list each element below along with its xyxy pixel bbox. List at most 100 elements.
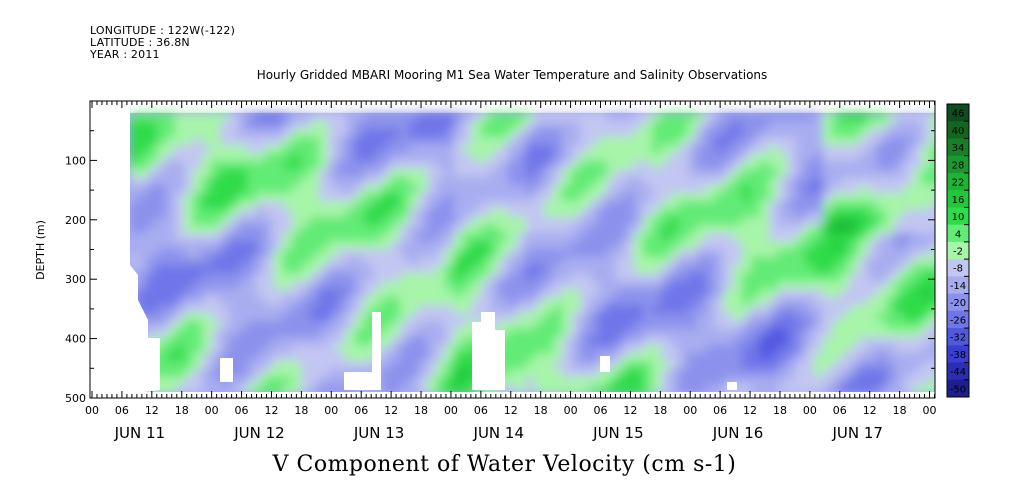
velocity-cell — [301, 152, 311, 162]
velocity-cell — [427, 136, 437, 146]
velocity-cell — [841, 304, 851, 314]
velocity-cell — [391, 280, 401, 290]
velocity-cell — [499, 152, 509, 162]
velocity-cell — [841, 336, 851, 346]
velocity-cell — [724, 288, 734, 298]
velocity-cell — [823, 256, 833, 266]
velocity-cell — [157, 184, 167, 194]
velocity-cell — [463, 320, 473, 330]
velocity-cell — [850, 144, 860, 154]
velocity-cell — [625, 336, 635, 346]
velocity-cell — [202, 240, 212, 250]
velocity-cell — [868, 384, 878, 394]
velocity-cell — [463, 128, 473, 138]
velocity-cell — [796, 360, 806, 370]
velocity-cell — [490, 232, 500, 242]
velocity-cell — [589, 368, 599, 378]
velocity-cell — [796, 304, 806, 314]
velocity-cell — [166, 376, 176, 386]
velocity-cell — [364, 360, 374, 370]
velocity-cell — [247, 144, 257, 154]
velocity-cell — [832, 112, 842, 122]
velocity-cell — [850, 136, 860, 146]
velocity-cell — [778, 304, 788, 314]
velocity-cell — [499, 176, 509, 186]
velocity-cell — [652, 200, 662, 210]
velocity-cell — [400, 240, 410, 250]
velocity-cell — [832, 256, 842, 266]
velocity-cell — [391, 256, 401, 266]
velocity-cell — [175, 168, 185, 178]
velocity-cell — [310, 120, 320, 130]
velocity-cell — [598, 128, 608, 138]
velocity-cell — [607, 264, 617, 274]
velocity-cell — [436, 232, 446, 242]
velocity-cell — [526, 240, 536, 250]
velocity-cell — [418, 288, 428, 298]
velocity-cell — [382, 160, 392, 170]
velocity-cell — [733, 224, 743, 234]
velocity-cell — [481, 168, 491, 178]
velocity-cell — [724, 128, 734, 138]
velocity-cell — [544, 272, 554, 282]
velocity-cell — [292, 336, 302, 346]
velocity-cell — [706, 312, 716, 322]
velocity-cell — [193, 192, 203, 202]
velocity-cell — [832, 192, 842, 202]
velocity-cell — [625, 240, 635, 250]
velocity-cell — [688, 216, 698, 226]
velocity-cell — [310, 272, 320, 282]
velocity-cell — [688, 264, 698, 274]
velocity-cell — [697, 232, 707, 242]
velocity-cell — [184, 240, 194, 250]
velocity-cell — [373, 200, 383, 210]
velocity-cell — [391, 224, 401, 234]
velocity-cell — [607, 328, 617, 338]
velocity-cell — [877, 160, 887, 170]
velocity-cell — [805, 352, 815, 362]
velocity-cell — [580, 144, 590, 154]
velocity-cell — [751, 384, 761, 394]
velocity-cell — [247, 248, 257, 258]
velocity-cell — [553, 352, 563, 362]
velocity-cell — [553, 216, 563, 226]
velocity-cell — [256, 144, 266, 154]
velocity-cell — [319, 360, 329, 370]
velocity-cell — [589, 128, 599, 138]
velocity-cell — [463, 176, 473, 186]
velocity-cell — [742, 256, 752, 266]
velocity-cell — [904, 288, 914, 298]
velocity-cell — [463, 344, 473, 354]
velocity-cell — [148, 248, 158, 258]
velocity-cell — [895, 192, 905, 202]
velocity-cell — [436, 136, 446, 146]
velocity-cell — [193, 136, 203, 146]
velocity-cell — [454, 256, 464, 266]
velocity-cell — [418, 232, 428, 242]
velocity-cell — [742, 112, 752, 122]
velocity-cell — [742, 352, 752, 362]
velocity-cell — [319, 280, 329, 290]
velocity-cell — [841, 376, 851, 386]
velocity-cell — [625, 296, 635, 306]
velocity-cell — [904, 176, 914, 186]
velocity-cell — [706, 232, 716, 242]
velocity-cell — [247, 304, 257, 314]
velocity-cell — [148, 256, 158, 266]
velocity-cell — [652, 360, 662, 370]
velocity-cell — [904, 240, 914, 250]
velocity-cell — [328, 328, 338, 338]
velocity-cell — [580, 192, 590, 202]
velocity-cell — [787, 376, 797, 386]
velocity-cell — [472, 296, 482, 306]
velocity-cell — [499, 208, 509, 218]
velocity-cell — [769, 352, 779, 362]
velocity-cell — [211, 264, 221, 274]
velocity-cell — [706, 192, 716, 202]
velocity-cell — [886, 304, 896, 314]
velocity-cell — [427, 144, 437, 154]
velocity-cell — [832, 368, 842, 378]
velocity-cell — [886, 272, 896, 282]
velocity-cell — [904, 224, 914, 234]
velocity-cell — [868, 376, 878, 386]
